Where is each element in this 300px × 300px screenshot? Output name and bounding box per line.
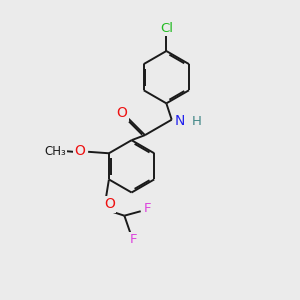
Text: F: F [130,233,137,246]
Text: CH₃: CH₃ [44,145,66,158]
Text: F: F [143,202,151,215]
Text: H: H [192,115,202,128]
Text: O: O [74,144,85,158]
Text: O: O [104,197,115,212]
Text: O: O [117,106,128,120]
Text: Cl: Cl [160,22,173,34]
Text: N: N [175,114,185,128]
